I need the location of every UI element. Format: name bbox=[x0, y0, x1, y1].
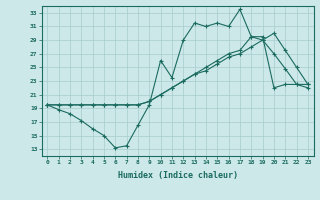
X-axis label: Humidex (Indice chaleur): Humidex (Indice chaleur) bbox=[118, 171, 237, 180]
